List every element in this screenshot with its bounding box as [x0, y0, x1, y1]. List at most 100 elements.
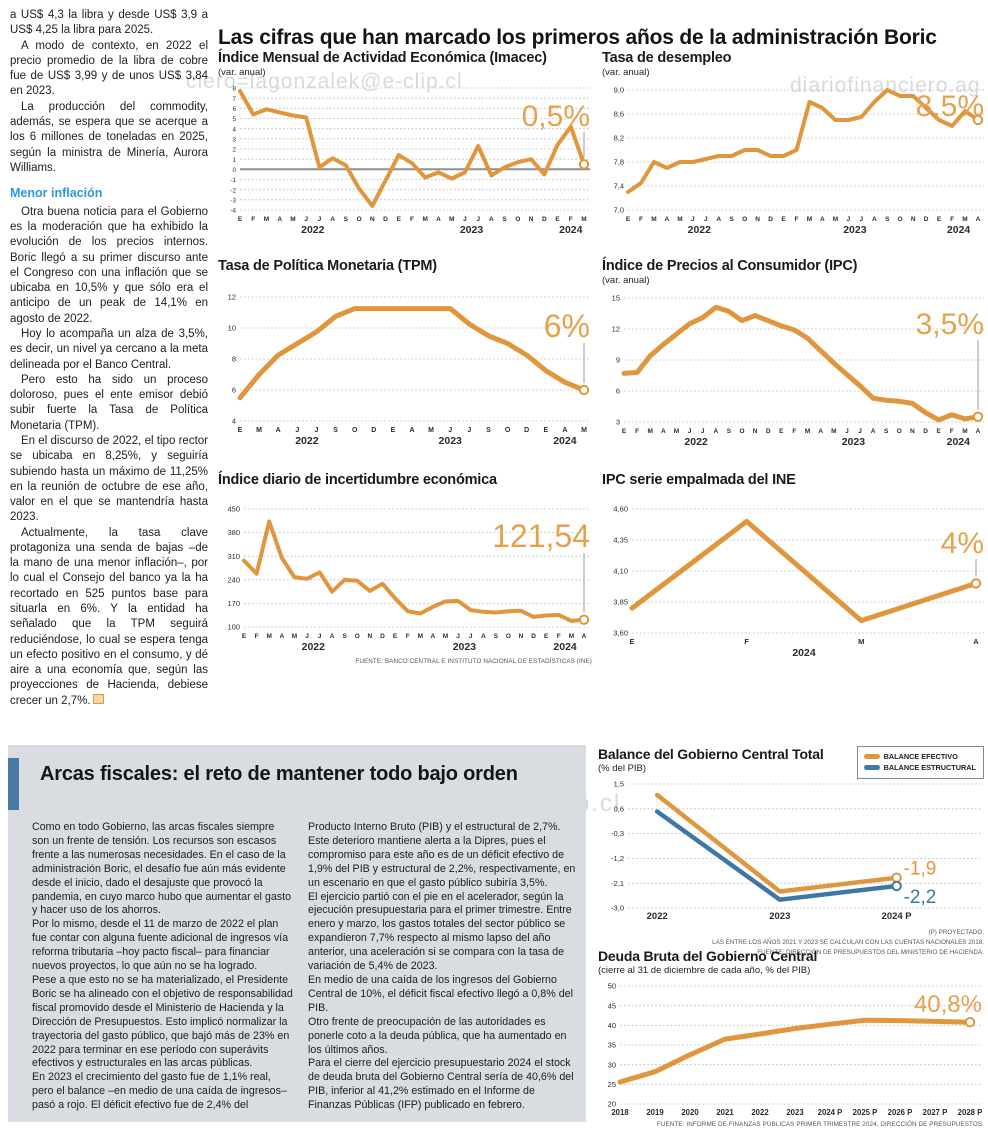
- chart-imacec: Índice Mensual de Actividad Económica (I…: [218, 50, 592, 240]
- svg-text:3,5%: 3,5%: [916, 308, 984, 341]
- svg-text:N: N: [529, 216, 534, 223]
- svg-text:380: 380: [227, 528, 240, 537]
- svg-text:2027 P: 2027 P: [923, 1108, 948, 1117]
- paragraph: Para el cierre del ejercicio presupuesta…: [308, 1057, 574, 1112]
- svg-text:8,2: 8,2: [614, 134, 624, 143]
- paragraph: En medio de una caída de los ingresos de…: [308, 973, 573, 1014]
- svg-text:N: N: [519, 633, 524, 640]
- svg-text:4,10: 4,10: [613, 567, 628, 576]
- chart-subtitle: (var. anual): [218, 67, 266, 78]
- section-subhead: Menor inflación: [10, 186, 103, 201]
- svg-text:0: 0: [232, 167, 236, 174]
- svg-text:O: O: [505, 427, 511, 434]
- chart-legend: BALANCE EFECTIVO BALANCE ESTRUCTURAL: [856, 746, 984, 779]
- paragraph: Como en todo Gobierno, las arcas fiscale…: [32, 821, 292, 917]
- svg-text:M: M: [962, 216, 967, 223]
- end-of-article-icon: [92, 693, 104, 704]
- svg-text:3: 3: [232, 136, 236, 143]
- svg-text:D: D: [924, 216, 929, 223]
- svg-text:A: A: [665, 216, 670, 223]
- legend-item: BALANCE EFECTIVO: [863, 751, 976, 762]
- svg-text:450: 450: [227, 505, 240, 514]
- svg-text:D: D: [380, 633, 385, 640]
- svg-text:A: A: [276, 427, 281, 434]
- svg-text:N: N: [370, 216, 375, 223]
- paragraph: Otra buena noticia para el Gobierno es l…: [10, 205, 208, 325]
- svg-text:M: M: [651, 216, 656, 223]
- heading-accent-bar: [8, 758, 19, 810]
- svg-text:35: 35: [608, 1041, 616, 1050]
- svg-text:D: D: [542, 216, 547, 223]
- svg-text:N: N: [911, 216, 916, 223]
- svg-text:1: 1: [232, 157, 236, 164]
- desempleo-line-chart: 9,08,68,27,87,47,0E F M A M J J A S O N D E F M A M J J A S O…: [614, 86, 984, 236]
- svg-text:M: M: [647, 428, 652, 435]
- svg-text:6: 6: [232, 106, 236, 113]
- svg-text:O: O: [352, 427, 358, 434]
- svg-text:E: E: [397, 216, 402, 223]
- svg-text:J: J: [448, 427, 452, 434]
- svg-text:J: J: [845, 428, 849, 435]
- svg-text:6: 6: [232, 386, 236, 395]
- svg-text:O: O: [355, 633, 360, 640]
- svg-text:4%: 4%: [941, 527, 984, 560]
- svg-text:-3,0: -3,0: [611, 904, 624, 913]
- svg-text:F: F: [950, 428, 954, 435]
- svg-text:A: A: [277, 216, 282, 223]
- svg-text:S: S: [333, 427, 338, 434]
- svg-text:3: 3: [616, 418, 620, 427]
- chart-desempleo: Tasa de desempleo (var. anual) 9,0 8,6 8,2…: [602, 50, 986, 240]
- svg-text:S: S: [344, 216, 349, 223]
- svg-text:M: M: [418, 633, 423, 640]
- svg-text:6: 6: [616, 387, 620, 396]
- svg-text:2024: 2024: [947, 436, 971, 448]
- chart-tpm: Tasa de Política Monetaria (TPM) 12 10 8 6 4…: [218, 258, 592, 451]
- paragraph: Pero esto ha sido un proceso doloroso, p…: [10, 373, 208, 432]
- svg-text:A: A: [582, 633, 587, 640]
- svg-text:O: O: [897, 428, 902, 435]
- chart-title: Balance del Gobierno Central Total: [598, 746, 824, 762]
- svg-text:2019: 2019: [646, 1108, 664, 1117]
- svg-text:-2: -2: [230, 187, 236, 194]
- svg-text:F: F: [569, 216, 573, 223]
- svg-text:2022: 2022: [688, 224, 712, 236]
- svg-text:0,6: 0,6: [614, 804, 624, 813]
- svg-text:A: A: [481, 633, 486, 640]
- svg-text:2024 P: 2024 P: [818, 1108, 843, 1117]
- svg-text:2025 P: 2025 P: [853, 1108, 878, 1117]
- svg-text:2023: 2023: [786, 1108, 804, 1117]
- chart-title: Índice Mensual de Actividad Económica (I…: [218, 50, 547, 66]
- paragraph: En 2023 el crecimiento del gasto fue de …: [32, 1071, 287, 1112]
- svg-text:O: O: [506, 633, 511, 640]
- svg-text:4,35: 4,35: [613, 536, 628, 545]
- svg-text:A: A: [661, 428, 666, 435]
- svg-text:J: J: [476, 216, 480, 223]
- paragraph: En el discurso de 2022, el tipo rector s…: [10, 434, 208, 524]
- svg-text:J: J: [691, 216, 695, 223]
- chart-ipc-ine: IPC serie empalmada del INE 4,60 4,35 4,10…: [602, 472, 986, 659]
- svg-text:J: J: [456, 633, 460, 640]
- svg-text:E: E: [242, 633, 247, 640]
- svg-text:F: F: [792, 428, 796, 435]
- svg-text:-3: -3: [230, 197, 236, 204]
- svg-text:F: F: [255, 633, 259, 640]
- svg-text:A: A: [871, 428, 876, 435]
- svg-text:M: M: [422, 216, 427, 223]
- svg-text:8: 8: [232, 86, 236, 93]
- svg-text:E: E: [622, 428, 627, 435]
- svg-text:E: E: [543, 427, 548, 434]
- svg-text:J: J: [305, 633, 309, 640]
- paragraph: Hoy lo acompaña un alza de 3,5%, es deci…: [10, 327, 208, 371]
- paragraph: Por lo mismo, desde el 11 de marzo de 20…: [32, 918, 289, 973]
- svg-text:J: J: [295, 427, 299, 434]
- svg-text:2023: 2023: [439, 435, 463, 447]
- svg-text:J: J: [314, 427, 318, 434]
- footnote: (P) PROYECTADO.: [928, 929, 984, 936]
- svg-text:M: M: [831, 428, 836, 435]
- svg-text:2: 2: [232, 147, 236, 154]
- svg-text:-2,1: -2,1: [611, 879, 624, 888]
- svg-text:N: N: [910, 428, 915, 435]
- ipc-ine-line-chart: 4,60 4,35 4,10 3,85 3,60E F M A 2024 4%: [613, 505, 984, 659]
- svg-text:2023: 2023: [453, 641, 477, 653]
